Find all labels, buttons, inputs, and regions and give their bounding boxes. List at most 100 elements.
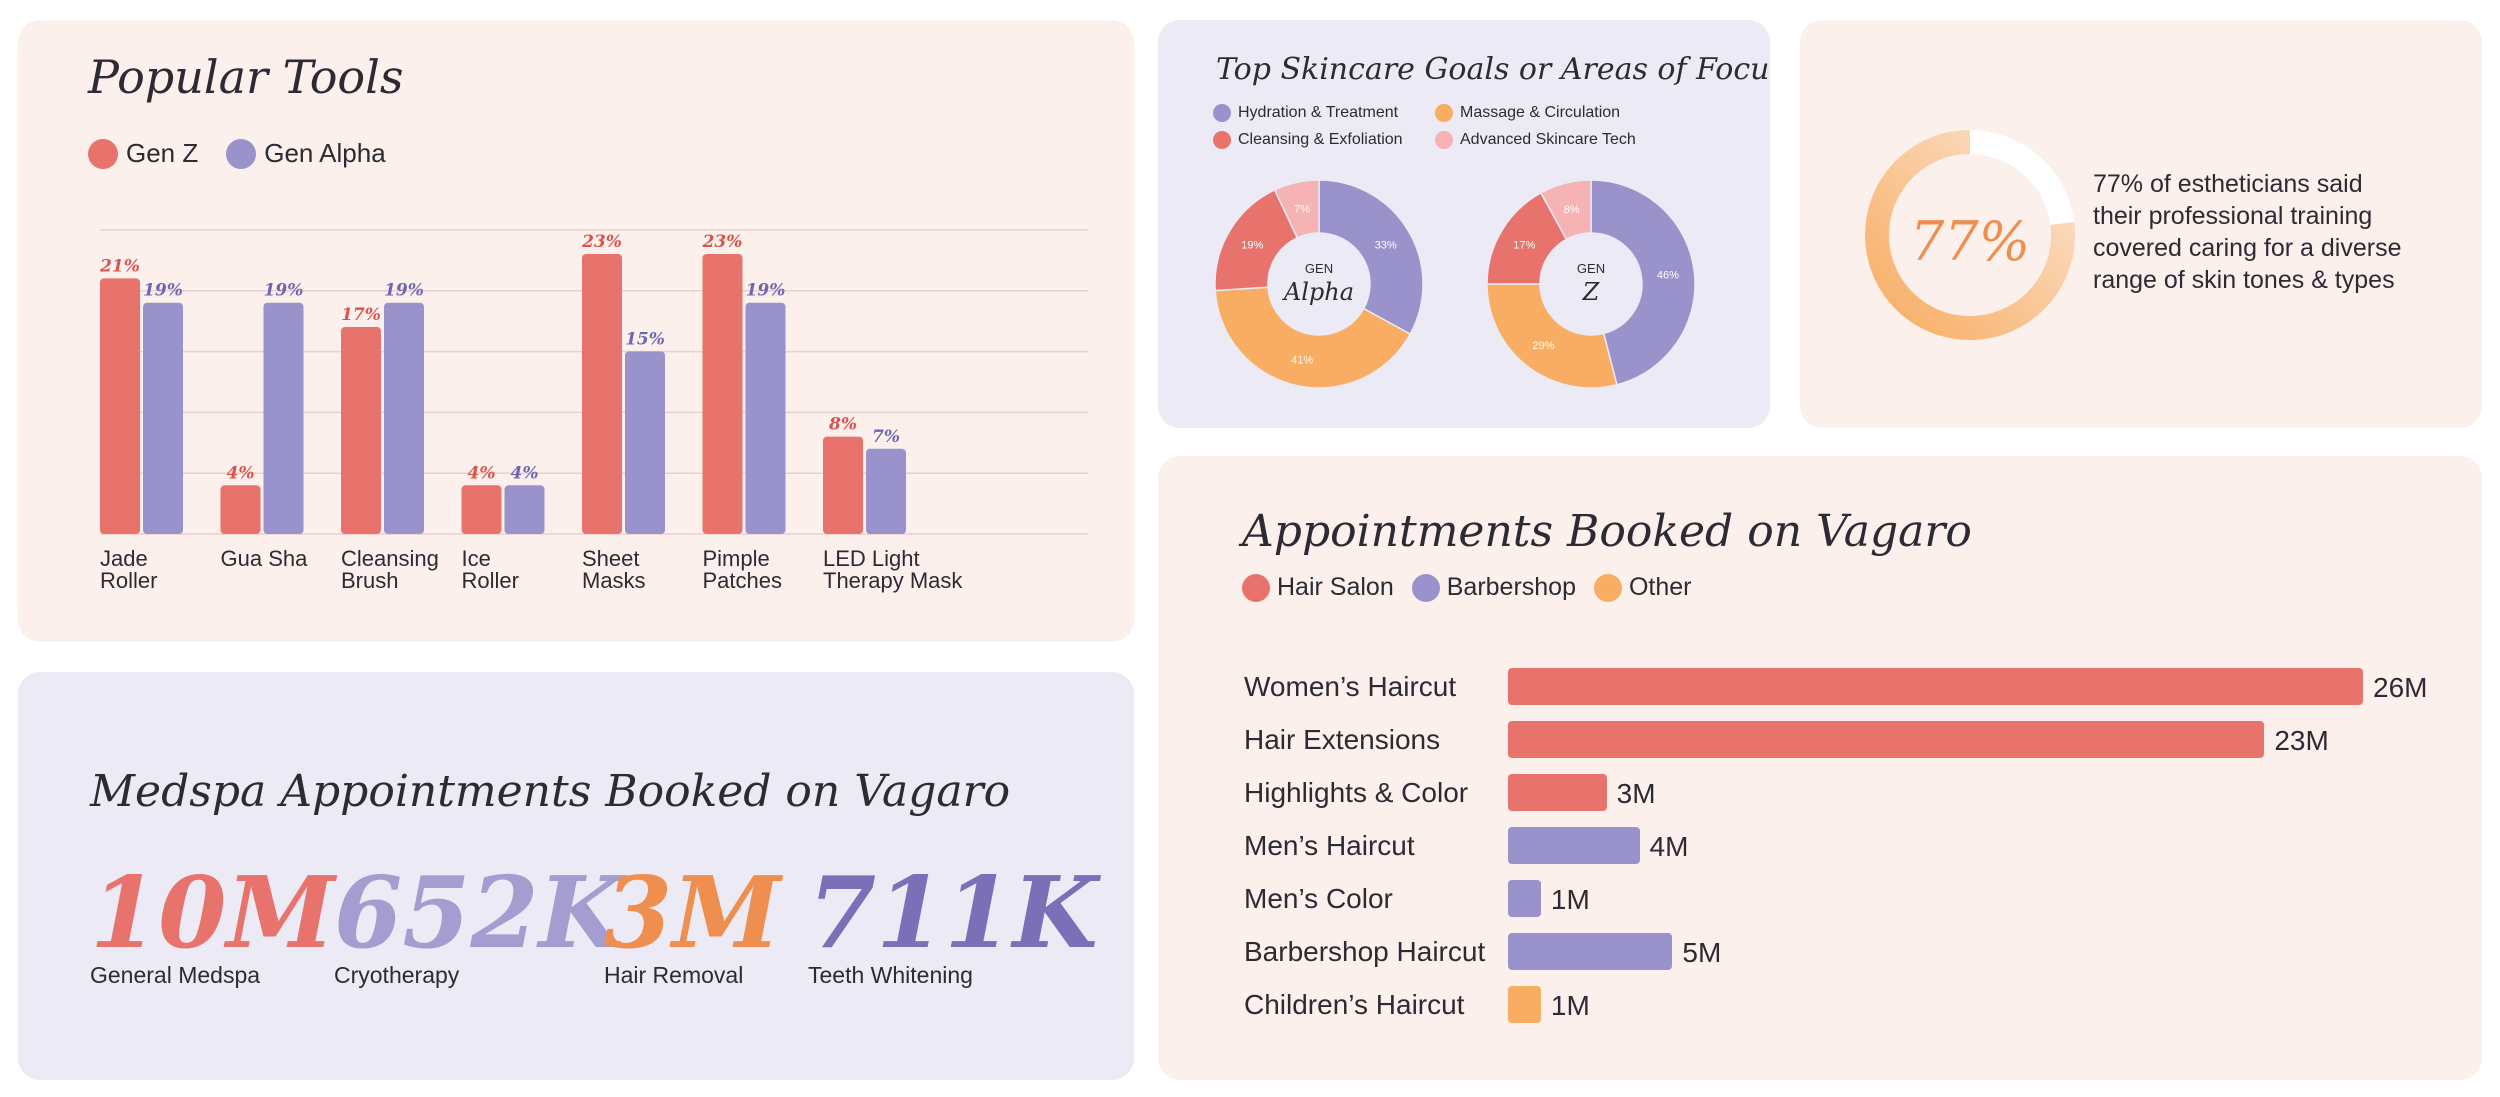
estheticians-card: 77% 77% of estheticians said their profe…	[1800, 20, 2482, 428]
category-label-line: Patches	[702, 568, 783, 593]
donut-z-label-hydration-treatment: 46%	[1657, 269, 1679, 281]
legend-advanced-label: Advanced Skincare Tech	[1460, 131, 1636, 148]
legend-advanced: Advanced Skincare Tech	[1435, 131, 1636, 149]
advanced-swatch	[1435, 131, 1453, 149]
popular-tools-title: Popular Tools	[88, 50, 404, 104]
donut-z-gen: GEN	[1577, 261, 1605, 276]
hbar-label-highlights-color: Highlights & Color	[1244, 777, 1469, 808]
category-label-line: Jade	[100, 546, 148, 571]
donut-alpha-gen: GEN	[1305, 261, 1333, 276]
legend-hair-salon-label: Hair Salon	[1277, 573, 1394, 601]
donut-alpha-name: Alpha	[1282, 278, 1354, 306]
skincare-title: Top Skincare Goals or Areas of Focus	[1216, 52, 1770, 87]
value-label-gen-z-ice-roller: 4%	[468, 463, 496, 483]
estheticians-line-2: their professional training	[2093, 202, 2373, 230]
category-label-gua-sha: Gua Sha	[221, 548, 308, 570]
estheticians-line-1: 77% of estheticians said	[2093, 170, 2363, 198]
gen-alpha-swatch	[226, 138, 257, 169]
value-label-gen-alpha-gua-sha: 19%	[264, 281, 304, 301]
bar-gen-alpha-pimple-patches	[745, 302, 786, 534]
category-label-line: Pimple	[702, 546, 770, 571]
category-label-sheet-masks: Sheet Masks	[582, 548, 646, 592]
estheticians-percent: 77%	[1910, 210, 2030, 273]
bar-gen-alpha-cleansing-brush	[384, 302, 424, 534]
legend-massage: Massage & Circulation	[1435, 104, 1620, 122]
bar-gen-z-cleansing-brush	[341, 327, 381, 534]
legend-hair-salon: Hair Salon	[1242, 573, 1394, 602]
hbar-label-hair-extensions: Hair Extensions	[1244, 724, 1441, 755]
donut-z-slice-advanced-skincare-tech	[1539, 179, 1592, 241]
value-label-gen-z-pimple-patches: 23%	[702, 232, 743, 252]
bar-gen-alpha-gua-sha	[263, 302, 304, 534]
hbar-label-women-s-haircut: Women’s Haircut	[1244, 671, 1457, 702]
stat-teeth-whitening-value: 711K	[808, 856, 1098, 971]
bar-gen-alpha-sheet-masks	[625, 351, 665, 534]
hydration-swatch	[1213, 104, 1231, 122]
legend-hydration: Hydration & Treatment	[1213, 104, 1435, 122]
skincare-legend-1: Hydration & Treatment Massage & Circulat…	[1213, 104, 1620, 122]
hbar-value-barbershop-haircut: 5M	[1682, 937, 1722, 968]
value-label-gen-z-sheet-masks: 23%	[581, 232, 622, 252]
value-label-gen-alpha-led-light-therapy-mask: 7%	[872, 427, 900, 447]
bar-gen-alpha-ice-roller	[504, 485, 545, 534]
bar-gen-alpha-jade-roller	[143, 302, 183, 534]
stat-teeth-whitening-label: Teeth Whitening	[808, 962, 973, 988]
legend-barbershop-label: Barbershop	[1446, 573, 1576, 601]
donut-z-label-cleansing-exfoliation: 17%	[1513, 240, 1535, 252]
legend-hydration-label: Hydration & Treatment	[1238, 104, 1399, 121]
category-label-jade-roller: Jade Roller	[100, 548, 157, 592]
category-label-line: Ice	[461, 546, 491, 571]
donut-z-slice-hydration-treatment	[1590, 179, 1696, 386]
bar-gen-z-sheet-masks	[582, 254, 622, 534]
legend-gen-z-label: Gen Z	[126, 138, 199, 168]
hair-salon-swatch	[1242, 573, 1270, 602]
hbar-value-men-s-haircut: 4M	[1649, 831, 1689, 862]
donut-alpha-label-cleansing-exfoliation: 19%	[1241, 240, 1263, 252]
skincare-card: Top Skincare Goals or Areas of Focus Hyd…	[1158, 20, 1770, 428]
bar-gen-z-jade-roller	[100, 278, 140, 534]
legend-other: Other	[1593, 573, 1692, 602]
hbar-label-children-s-haircut: Children’s Haircut	[1244, 989, 1465, 1020]
donut-alpha-label-massage-circulation: 41%	[1291, 355, 1313, 367]
value-label-gen-alpha-pimple-patches: 19%	[746, 281, 786, 301]
legend-cleansing-label: Cleansing & Exfoliation	[1238, 131, 1403, 148]
category-label-cleansing-brush: Cleansing Brush	[341, 548, 439, 592]
donut-alpha-slice-hydration-treatment	[1318, 179, 1424, 336]
category-label-ice-roller: Ice Roller	[462, 548, 519, 592]
hbar-label-men-s-color: Men’s Color	[1244, 883, 1393, 914]
hbar-label-men-s-haircut: Men’s Haircut	[1244, 830, 1415, 861]
bar-gen-alpha-led-light-therapy-mask	[866, 448, 906, 534]
skincare-donuts: 33% 41% 19% 7% 46% 29% 17% 8% GEN Alpha GEN Z	[1214, 179, 1696, 389]
hbar-value-children-s-haircut: 1M	[1550, 990, 1590, 1021]
legend-barbershop: Barbershop	[1411, 573, 1576, 602]
category-label-line: Therapy Mask	[823, 568, 963, 593]
hbar-value-hair-extensions: 23M	[2274, 725, 2329, 756]
popular-tools-chart: 21%19%4%19%17%19%4% 4%23%15%23%19%8%7%	[99, 229, 1088, 535]
category-label-pimple-patches: Pimple Patches	[703, 548, 783, 592]
hbar-value-women-s-haircut: 26M	[2373, 672, 2428, 703]
hbar-value-men-s-color: 1M	[1550, 884, 1590, 915]
donut-alpha-slice-massage-circulation	[1214, 286, 1412, 389]
estheticians-ring: 77%	[1865, 130, 2075, 340]
hbar-women-s-haircut	[1508, 668, 2363, 705]
legend-gen-alpha: Gen Alpha	[226, 138, 386, 169]
estheticians-line-3: covered caring for a diverse	[2093, 234, 2402, 262]
barbershop-swatch	[1411, 573, 1440, 602]
massage-swatch	[1435, 104, 1453, 122]
estheticians-text: 77% of estheticians said their professio…	[2093, 168, 2401, 296]
donut-z-slice-massage-circulation	[1486, 283, 1618, 389]
value-label-gen-alpha-sheet-masks: 15%	[625, 329, 665, 349]
hbar-value-highlights-color: 3M	[1616, 778, 1656, 809]
legend-cleansing: Cleansing & Exfoliation	[1213, 131, 1435, 149]
category-label-line: Roller	[100, 568, 158, 593]
stat-hair-removal-value: 3M	[604, 856, 781, 971]
stat-cryotherapy-value: 652K	[334, 856, 624, 971]
value-label-gen-z-led-light-therapy-mask: 8%	[828, 415, 857, 435]
category-label-line: Gua Sha	[220, 546, 308, 571]
stat-general-medspa-value: 10M	[90, 856, 335, 971]
category-label-line: LED Light	[823, 546, 920, 571]
category-label-line: Masks	[582, 568, 646, 593]
category-label-led-light-therapy-mask: LED Light Therapy Mask	[823, 548, 962, 592]
hbar-children-s-haircut	[1508, 986, 1541, 1023]
other-swatch	[1593, 573, 1622, 602]
